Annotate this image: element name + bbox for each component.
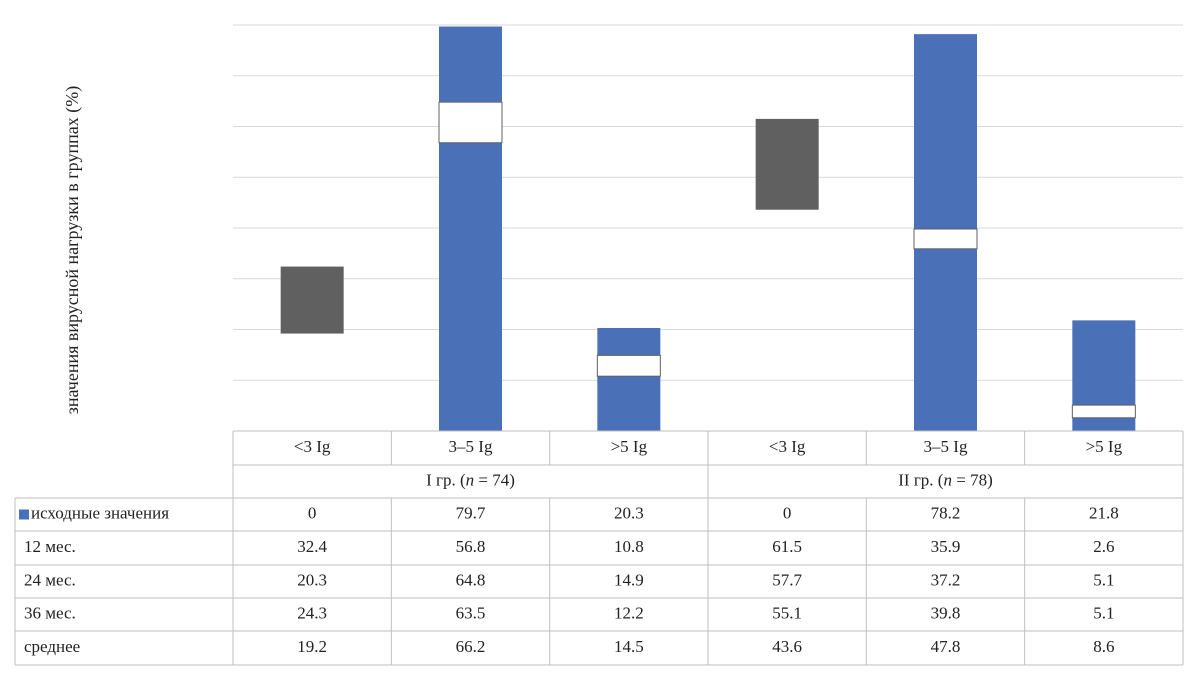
data-label: 56.8 — [456, 537, 486, 556]
data-label: 5.1 — [1093, 603, 1114, 622]
data-label: 21.8 — [1089, 503, 1119, 522]
data-label: 64.8 — [456, 570, 486, 589]
data-label: 0 — [783, 503, 792, 522]
range-box — [596, 354, 661, 377]
data-table: <3 Ig 3–5 Ig >5 Ig <3 Ig 3–5 Ig >5 Ig I гр. (n… — [14, 430, 1184, 666]
range-box-dark — [755, 118, 819, 210]
category-label: 3–5 Ig — [924, 437, 968, 456]
data-label: 47.8 — [931, 637, 961, 656]
data-label: 5.1 — [1093, 570, 1114, 589]
bar-initial — [439, 26, 502, 432]
data-label: 19.2 — [297, 637, 327, 656]
data-label: 10.8 — [614, 537, 644, 556]
group-label: II гр. (n = 78) — [898, 470, 992, 489]
data-label: 43.6 — [772, 637, 802, 656]
range-box-dark — [280, 266, 344, 334]
data-label: 24.3 — [297, 603, 327, 622]
legend-label: исходные значения — [31, 503, 169, 522]
row-label: 24 мес. — [24, 570, 76, 589]
data-label: 0 — [308, 503, 317, 522]
data-label: 12.2 — [614, 603, 644, 622]
gridlines — [233, 24, 1183, 381]
data-label: 78.2 — [931, 503, 961, 522]
data-label: 57.7 — [772, 570, 802, 589]
data-label: 66.2 — [456, 637, 486, 656]
data-label: 61.5 — [772, 537, 802, 556]
data-label: 14.5 — [614, 637, 644, 656]
range-box — [1071, 404, 1136, 419]
data-label: 37.2 — [931, 570, 961, 589]
data-label: 8.6 — [1093, 637, 1114, 656]
bars — [280, 26, 1136, 432]
row-label: 12 мес. — [24, 537, 76, 556]
range-box — [438, 101, 503, 144]
data-label: 63.5 — [456, 603, 486, 622]
data-label: 14.9 — [614, 570, 644, 589]
bar-initial — [597, 327, 661, 431]
category-label: >5 Ig — [1086, 437, 1123, 456]
data-label: 35.9 — [931, 537, 961, 556]
category-label: >5 Ig — [611, 437, 648, 456]
category-label: <3 Ig — [769, 437, 806, 456]
row-label: среднее — [24, 637, 80, 656]
row-label: 36 мес. — [24, 603, 76, 622]
data-label: 20.3 — [297, 570, 327, 589]
data-label: 20.3 — [614, 503, 644, 522]
data-label: 39.8 — [931, 603, 961, 622]
data-label: 79.7 — [456, 503, 486, 522]
data-label: 55.1 — [772, 603, 802, 622]
range-box — [913, 228, 978, 250]
group-label: I гр. (n = 74) — [426, 470, 515, 489]
data-label: 32.4 — [297, 537, 327, 556]
category-label: 3–5 Ig — [449, 437, 493, 456]
data-label: 2.6 — [1093, 537, 1114, 556]
category-label: <3 Ig — [294, 437, 331, 456]
legend-swatch — [19, 509, 29, 520]
